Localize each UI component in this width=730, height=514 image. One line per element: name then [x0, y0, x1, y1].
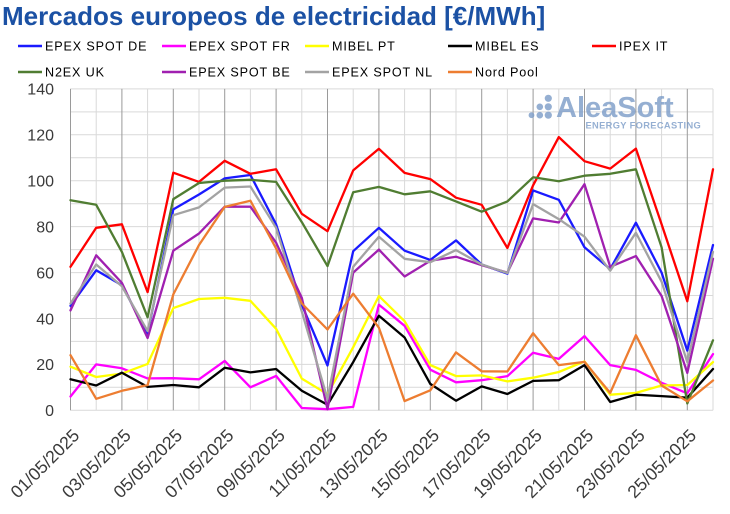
svg-text:120: 120 — [27, 128, 54, 145]
svg-text:EPEX SPOT BE: EPEX SPOT BE — [189, 66, 291, 80]
svg-text:0: 0 — [45, 403, 54, 420]
svg-text:60: 60 — [36, 265, 54, 282]
svg-text:Mercados europeos de electrici: Mercados europeos de electricidad [€/MWh… — [2, 1, 545, 31]
svg-text:N2EX UK: N2EX UK — [45, 66, 105, 80]
svg-text:EPEX SPOT FR: EPEX SPOT FR — [189, 40, 291, 54]
svg-text:EPEX SPOT NL: EPEX SPOT NL — [332, 66, 433, 80]
svg-text:80: 80 — [36, 219, 54, 236]
svg-text:ENERGY FORECASTING: ENERGY FORECASTING — [586, 121, 702, 131]
svg-text:Nord Pool: Nord Pool — [475, 66, 539, 80]
svg-text:MIBEL PT: MIBEL PT — [332, 40, 396, 54]
svg-text:20: 20 — [36, 357, 54, 374]
svg-text:AleaSoft: AleaSoft — [556, 92, 674, 124]
svg-text:140: 140 — [27, 82, 54, 99]
svg-text:40: 40 — [36, 311, 54, 328]
svg-text:100: 100 — [27, 174, 54, 191]
svg-text:MIBEL ES: MIBEL ES — [475, 40, 539, 54]
svg-text:EPEX SPOT DE: EPEX SPOT DE — [45, 40, 147, 54]
svg-text:IPEX IT: IPEX IT — [619, 40, 668, 54]
